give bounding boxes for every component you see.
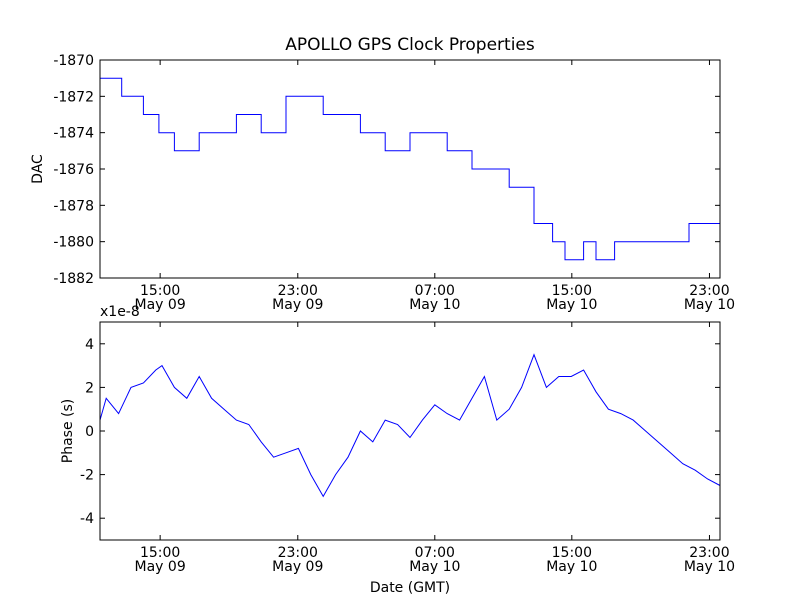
y-tick-label: 0 [85,424,94,440]
y-tick-label: -1880 [53,235,94,251]
x-tick-date-label: May 09 [272,297,323,313]
y-tick-label: -1882 [53,271,94,287]
x-tick-date-label: May 09 [272,559,323,575]
plot-frame [99,59,721,279]
x-tick-time-label: 23:00 [689,283,729,299]
dac-series-line [100,77,720,261]
y-tick-label: -4 [80,511,94,527]
x-tick-time-label: 23:00 [278,283,318,299]
x-tick-time-label: 23:00 [278,545,318,561]
y-tick-label: -2 [80,468,94,484]
dac-panel: -1870 -1872 -1874 -1876 -1878 -1880 -1882 15:00… [30,53,735,313]
y-tick-label: -1874 [53,126,94,142]
x-tick-time-label: 15:00 [552,545,592,561]
chart-title: APOLLO GPS Clock Properties [285,35,535,55]
y-tick-label: -1878 [53,198,94,214]
x-tick-date-label: May 10 [546,559,597,575]
x-tick-date-label: May 10 [409,297,460,313]
y-tick-label: 4 [85,337,94,353]
x-tick-time-label: 07:00 [415,545,455,561]
x-tick-time-label: 07:00 [415,283,455,299]
x-axis-title: Date (GMT) [370,580,450,596]
plot-frame [99,321,721,541]
x-tick-time-label: 15:00 [140,545,180,561]
x-tick-time-label: 15:00 [140,283,180,299]
y-tick-label: -1876 [53,162,94,178]
y-tick-label: 2 [85,380,94,396]
x-tick-date-label: May 09 [135,559,186,575]
x-tick-date-label: May 10 [409,559,460,575]
x-tick-date-label: May 10 [546,297,597,313]
phase-y-axis-title: Phase (s) [60,399,76,463]
x-tick-date-label: May 09 [135,297,186,313]
x-tick-date-label: May 10 [684,297,735,313]
y-tick-label: -1872 [53,89,94,105]
x-tick-time-label: 23:00 [689,545,729,561]
dac-y-axis-title: DAC [30,154,46,184]
phase-series-line [99,353,721,498]
offset-text: x1e-8 [100,304,140,320]
x-tick-time-label: 15:00 [552,283,592,299]
y-tick-label: -1870 [53,53,94,69]
x-tick-date-label: May 10 [684,559,735,575]
